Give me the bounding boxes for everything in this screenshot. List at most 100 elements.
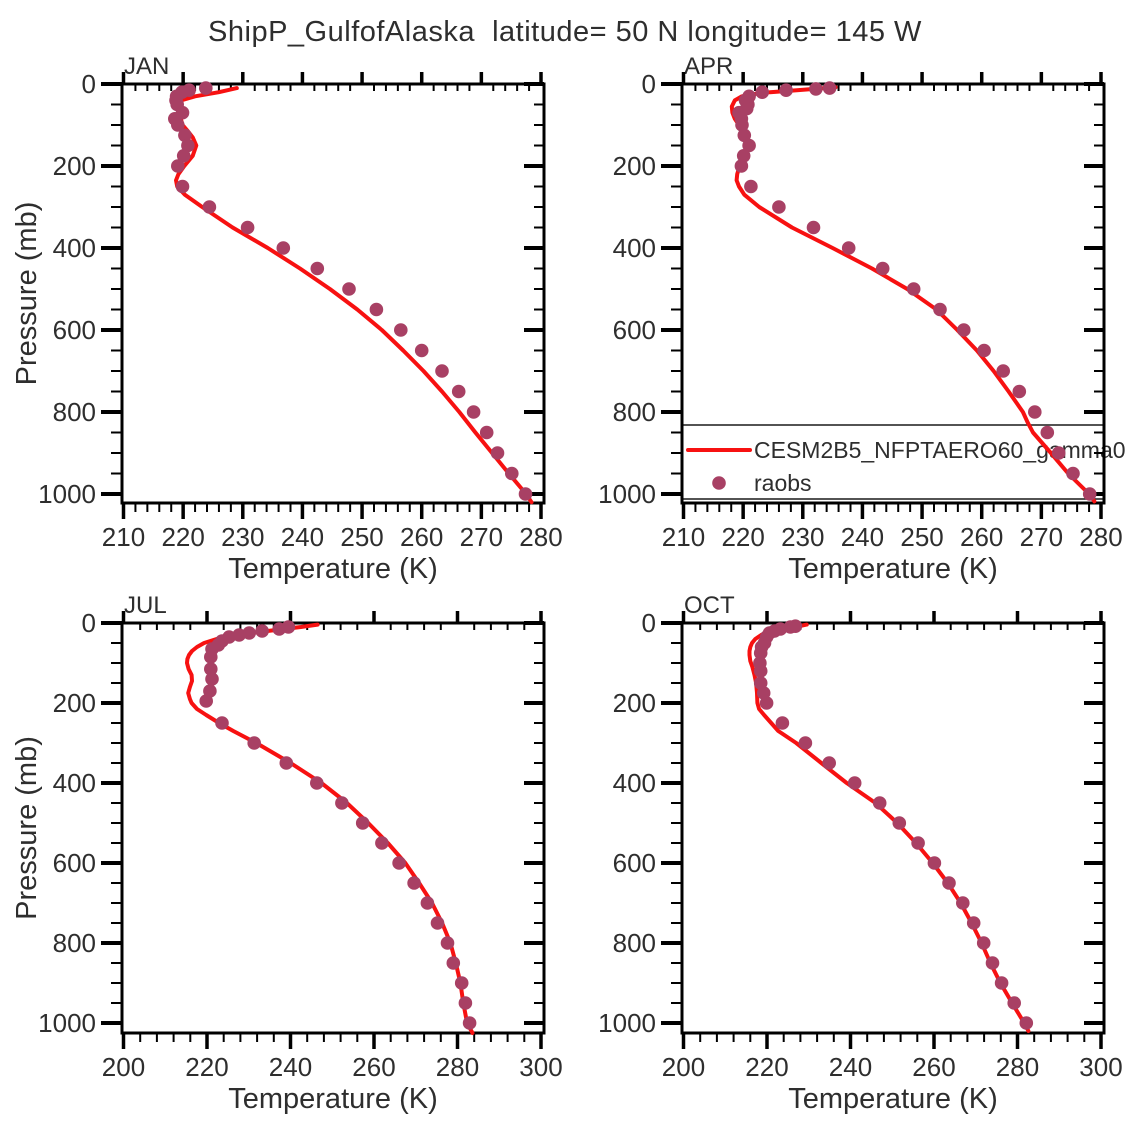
- raobs-point: [1012, 384, 1027, 399]
- raobs-point: [466, 405, 481, 419]
- raobs-point: [875, 261, 890, 276]
- y-tick-label: 1000: [598, 479, 656, 509]
- raobs-point: [199, 81, 213, 95]
- raobs-point: [276, 241, 291, 255]
- raobs-point: [279, 756, 294, 770]
- month-label: JAN: [124, 53, 169, 80]
- y-tick-label: 0: [642, 608, 656, 638]
- raobs-point: [976, 936, 991, 950]
- raobs-point: [742, 138, 756, 153]
- raobs-point: [798, 736, 813, 750]
- x-tick-label: 260: [912, 1052, 955, 1082]
- raobs-point: [255, 624, 269, 638]
- plot-border: [680, 82, 1106, 505]
- x-tick-label: 220: [721, 522, 764, 552]
- raobs-point: [822, 756, 836, 770]
- raobs-point: [1082, 487, 1097, 501]
- raobs-point: [430, 916, 445, 930]
- raobs-point: [205, 672, 219, 686]
- y-ticks: [661, 82, 1104, 496]
- y-tick-label: 800: [53, 397, 96, 427]
- y-tick-label: 600: [613, 315, 656, 345]
- raobs-point: [977, 343, 991, 358]
- x-tick-label: 250: [340, 522, 383, 552]
- raobs-point: [171, 159, 185, 173]
- model-line: [747, 622, 1031, 1033]
- raobs-point: [772, 200, 786, 214]
- model-line: [174, 86, 534, 505]
- y-tick-label: 0: [642, 69, 656, 99]
- x-tick-label: 300: [1079, 1052, 1122, 1082]
- y-tick-label: 400: [53, 768, 96, 798]
- raobs-point: [1028, 405, 1042, 419]
- y-axis-title: Pressure (mb): [11, 202, 43, 386]
- x-tick-label: 260: [400, 522, 443, 552]
- raobs-point: [736, 149, 751, 163]
- x-tick-label: 280: [436, 1052, 479, 1082]
- raobs-point: [342, 282, 356, 296]
- y-tick-label: 200: [613, 151, 656, 181]
- y-tick-label: 0: [82, 69, 96, 99]
- raobs-point: [809, 82, 823, 96]
- raobs-point: [994, 976, 1009, 990]
- raobs-point: [906, 282, 921, 296]
- x-tick-label: 280: [1079, 522, 1122, 552]
- raobs-point: [1019, 1016, 1034, 1030]
- raobs-point: [458, 996, 473, 1010]
- raobs-point: [202, 200, 217, 214]
- x-tick-label: 220: [161, 522, 204, 552]
- raobs-point: [942, 876, 956, 890]
- y-tick-label: 1000: [38, 479, 96, 509]
- x-tick-label: 250: [900, 522, 943, 552]
- x-tick-label: 300: [519, 1052, 562, 1082]
- raobs-point: [454, 976, 469, 990]
- x-tick-label: 260: [352, 1052, 395, 1082]
- raobs-point: [440, 936, 455, 950]
- raobs-point: [505, 466, 519, 481]
- raobs-point: [911, 836, 925, 850]
- y-axis-title: Pressure (mb): [11, 736, 43, 920]
- raobs-point: [933, 302, 947, 317]
- raobs-point: [414, 343, 429, 358]
- raobs-point: [171, 118, 185, 132]
- raobs-point: [806, 220, 821, 235]
- raobs-point: [420, 896, 435, 910]
- raobs-point: [892, 816, 907, 830]
- raobs-point: [957, 323, 971, 337]
- x-axis-title: Temperature (K): [228, 1083, 438, 1115]
- x-tick-label: 280: [519, 522, 562, 552]
- x-tick-label: 260: [960, 522, 1003, 552]
- y-ticks: [101, 82, 544, 496]
- x-tick-label: 230: [781, 522, 824, 552]
- x-axis-title: Temperature (K): [788, 1083, 998, 1115]
- x-ticks: [681, 611, 1103, 1049]
- x-tick-label: 210: [662, 522, 705, 552]
- raobs-point: [310, 776, 324, 790]
- raobs-point: [847, 776, 862, 790]
- raobs-point: [435, 364, 449, 378]
- x-tick-label: 240: [841, 522, 884, 552]
- x-ticks: [121, 72, 543, 519]
- x-axis-title: Temperature (K): [228, 553, 438, 585]
- x-tick-label: 240: [829, 1052, 872, 1082]
- raobs-point: [518, 487, 533, 501]
- legend-label-raobs: raobs: [754, 470, 812, 496]
- y-tick-label: 200: [53, 151, 96, 181]
- chart-title: ShipP_GulfofAlaska latitude= 50 N longit…: [208, 16, 922, 48]
- raobs-point: [966, 916, 981, 930]
- raobs-point: [822, 81, 837, 95]
- x-ticks: [681, 72, 1103, 519]
- raobs-point: [985, 956, 1000, 970]
- raobs-point: [779, 83, 793, 97]
- raobs-point: [335, 796, 349, 810]
- x-tick-label: 220: [185, 1052, 228, 1082]
- x-tick-label: 230: [221, 522, 264, 552]
- raobs-point: [407, 876, 421, 890]
- raobs-point: [446, 956, 461, 970]
- raobs-point: [1051, 446, 1066, 460]
- y-tick-label: 1000: [598, 1008, 656, 1038]
- raobs-point: [927, 856, 942, 870]
- raobs-points: [168, 81, 533, 501]
- x-tick-label: 200: [102, 1052, 145, 1082]
